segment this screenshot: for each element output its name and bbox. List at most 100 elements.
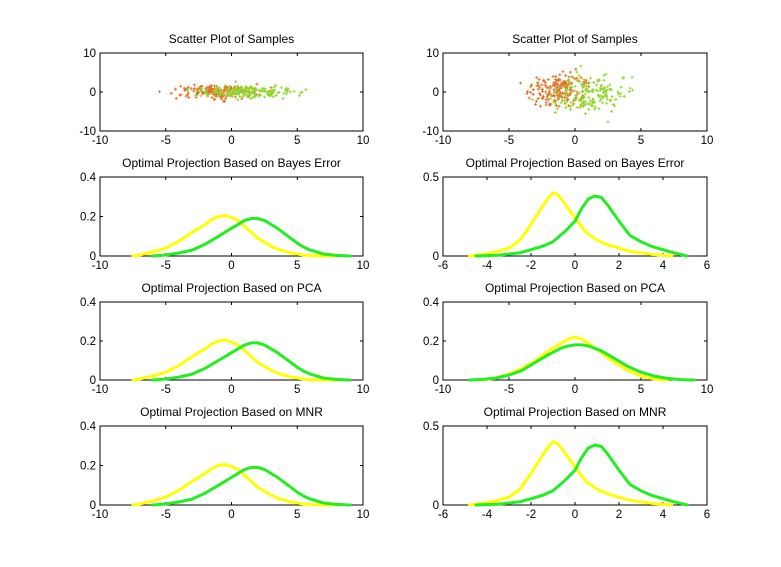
scatter-point [214,84,218,88]
scatter-point [540,83,544,87]
scatter-point [610,95,614,99]
x-tick-label: 0 [228,135,234,147]
scatter-point [571,103,575,107]
x-tick-label: -10 [435,135,452,147]
scatter-point [267,92,271,96]
scatter-point [239,86,243,90]
scatter-point [558,73,562,77]
y-tick-label: 0 [433,251,439,263]
scatter-point [254,88,258,92]
density-line [467,191,674,258]
scatter-point [569,85,573,89]
scatter-point [223,97,227,101]
x-tick-label: -5 [504,135,514,147]
scatter-point [582,85,586,89]
scatter-point [538,104,542,108]
scatter-point [554,74,558,78]
scatter-point [598,99,602,103]
scatter-point [263,87,267,91]
scatter-point [584,84,588,88]
x-tick-label: 0 [572,384,578,396]
scatter-point [604,72,608,76]
subplot-1: Scatter Plot of Samples -10 -5 0 5 10 -10 0 10 [79,32,369,147]
axes-frame [442,301,708,381]
y-tick-label: 0.4 [80,297,97,309]
scatter-point [549,94,553,98]
scatter-point [590,103,594,107]
scatter-point [599,97,603,101]
scatter-point [204,86,208,90]
y-tick-label: 0.4 [423,297,440,309]
scatter-point [608,83,612,87]
scatter-point [566,84,570,88]
scatter-point [213,91,217,95]
scatter-point [529,85,533,89]
scatter-point [536,97,540,101]
scatter-point [227,85,231,89]
scatter-point [544,97,548,101]
scatter-point [544,100,548,104]
scatter-point [201,92,205,96]
scatter-point [538,86,542,90]
scatter-point [304,88,308,92]
scatter-point [212,98,216,102]
scatter-point [621,76,625,80]
scatter-point [616,90,620,94]
x-tick-label: -10 [92,384,109,396]
y-tick-label: 0.2 [80,212,96,224]
scatter-point [591,101,595,105]
scatter-point [226,91,230,95]
scatter-point [574,94,578,98]
scatter-point [238,95,242,99]
scatter-point [222,99,226,103]
scatter-point [548,102,552,106]
scatter-point [578,98,582,102]
y-tick-label: 10 [426,48,439,60]
scatter-point [568,93,572,97]
x-tick-label: -2 [526,260,536,272]
scatter-point [189,87,193,91]
scatter-point [288,90,292,94]
x-tick-label: 2 [616,260,622,272]
density-line [467,440,674,507]
x-tick-label: 10 [701,384,714,396]
scatter-point [245,93,249,97]
scatter-point [546,86,550,90]
x-tick-label: 4 [660,509,667,521]
x-tick-label: -10 [92,509,109,521]
scatter-point [563,102,567,106]
x-tick-label: -5 [504,384,514,396]
scatter-point [219,89,223,93]
scatter-point [554,86,558,90]
scatter-point [602,78,606,82]
density-line [467,343,696,382]
scatter-point [575,70,579,74]
scatter-point [595,89,599,93]
scatter-point [242,88,246,92]
scatter-point [199,94,203,98]
scatter-point [297,94,301,98]
scatter-point [552,83,556,87]
x-tick-label: 10 [357,260,370,272]
x-tick-label: 0 [572,509,578,521]
scatter-point [537,77,541,81]
scatter-point [572,97,576,101]
y-tick-label: 0 [90,251,96,263]
scatter-point [552,100,556,104]
scatter-point [587,85,591,89]
subplot-5: Optimal Projection Based on PCA -10 -5 0 5 10… [80,281,369,396]
scatter-point [602,90,606,94]
scatter-point [571,76,575,80]
scatter-point [249,96,253,100]
scatter-point [546,98,550,102]
scatter-point [548,96,552,100]
subplot-4: Optimal Projection Based on Bayes Error -… [423,156,710,272]
scatter-point [622,94,626,98]
scatter-point [209,84,213,88]
scatter-point [192,87,196,91]
scatter-point [567,75,571,79]
scatter-point [554,80,558,84]
scatter-point [534,99,538,103]
scatter-point [285,88,289,92]
